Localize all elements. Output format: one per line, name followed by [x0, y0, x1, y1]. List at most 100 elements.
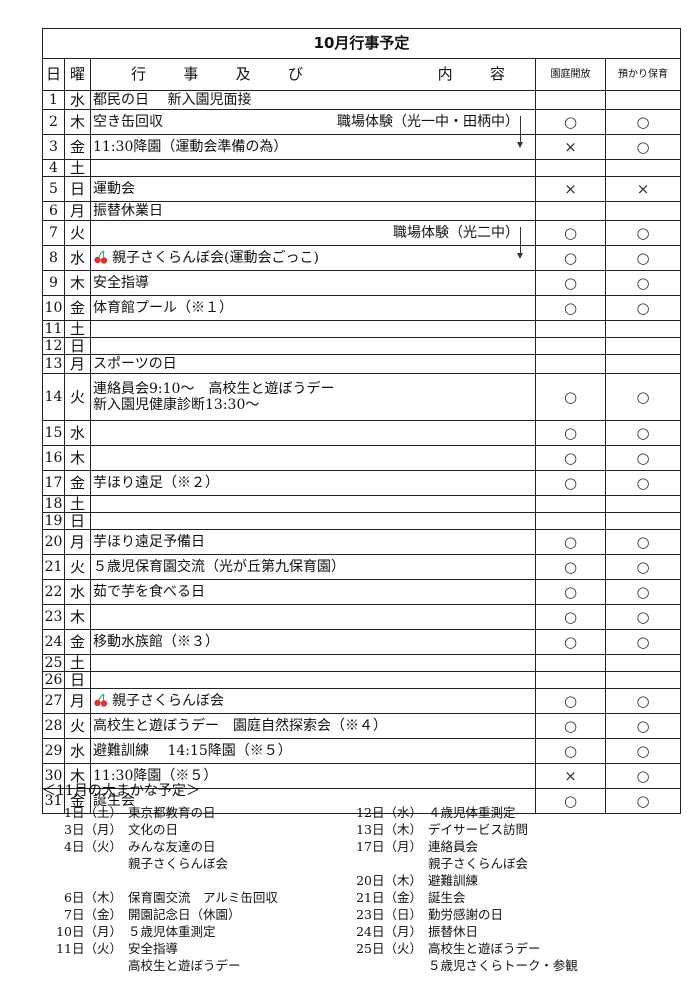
weekday-cell: 水: [64, 245, 91, 271]
garden-open-mark: ○: [535, 109, 606, 135]
day-cell: 14: [42, 373, 65, 421]
weekday-cell: 金: [64, 295, 91, 321]
content-cell: 芋ほり遠足（※２）: [90, 470, 536, 496]
content-cell: [90, 445, 536, 471]
garden-open-mark: ○: [535, 629, 606, 655]
november-date: [42, 872, 122, 889]
november-item: 親子さくらんぼ会: [42, 855, 278, 872]
childcare-mark: ○: [605, 373, 681, 421]
cherry-icon: [93, 693, 109, 707]
table-row: 1 水都民の日 新入園児面接: [42, 90, 681, 110]
weekday-cell: 日: [64, 671, 91, 689]
weekday-cell: 木: [64, 270, 91, 296]
content-cell: 避難訓練 14:15降園（※５）: [90, 738, 536, 764]
childcare-mark: [605, 337, 681, 355]
content-cell: [90, 320, 536, 338]
event-text: 11:30降園（運動会準備の為）: [93, 139, 288, 155]
november-item: [42, 872, 278, 889]
november-item: 20日（木） 避難訓練: [342, 872, 578, 889]
day-cell: 20: [42, 529, 65, 555]
weekday-cell: 日: [64, 512, 91, 530]
november-item: 10日（月） ５歳児体重測定: [42, 923, 278, 940]
garden-open-mark: [535, 201, 606, 221]
table-row: 11 土: [42, 320, 681, 338]
childcare-mark: [605, 654, 681, 672]
november-item: 24日（月） 振替休日: [342, 923, 578, 940]
november-event: 避難訓練: [428, 873, 479, 888]
content-cell: 体育館プール（※１）: [90, 295, 536, 321]
garden-open-mark: ×: [535, 763, 606, 789]
november-schedule: ＜11月の大まかな予定＞ 1日（土） 東京都教育の日 3日（月） 文化の日 4日（火） み…: [42, 782, 578, 973]
garden-open-mark: [535, 654, 606, 672]
childcare-mark: ○: [605, 579, 681, 605]
content-cell: 空き缶回収 職場体験（光一中・田柄中）: [90, 109, 536, 148]
childcare-mark: ○: [605, 604, 681, 630]
november-item: 1日（土） 東京都教育の日: [42, 804, 278, 821]
november-item: 21日（金） 誕生会: [342, 889, 578, 906]
weekday-cell: 土: [64, 654, 91, 672]
content-cell: [90, 512, 536, 530]
content-cell: 運動会: [90, 176, 536, 202]
day-cell: 16: [42, 445, 65, 471]
garden-open-mark: ○: [535, 445, 606, 471]
header-content-char: び: [287, 65, 303, 83]
november-event: 振替休日: [428, 924, 479, 939]
content-cell: 茹で芋を食べる日: [90, 579, 536, 605]
content-cell: [90, 654, 536, 672]
content-cell: [90, 671, 536, 689]
day-cell: 19: [42, 512, 65, 530]
table-row: 28 火高校生と遊ぼうデー 園庭自然探索会（※４） ○ ○: [42, 713, 681, 739]
november-event: 開園記念日（休園）: [128, 907, 241, 922]
content-cell: 11:30降園（運動会準備の為）: [90, 134, 536, 160]
weekday-cell: 火: [64, 713, 91, 739]
event-text: 親子さくらんぼ会(運動会ごっこ): [112, 250, 319, 266]
table-row: 29 水避難訓練 14:15降園（※５） ○ ○: [42, 738, 681, 764]
garden-open-mark: ○: [535, 738, 606, 764]
november-date: 10日（月）: [56, 924, 122, 939]
down-arrow-icon: [517, 116, 523, 148]
november-event: 誕生会: [428, 890, 466, 905]
table-row: 7 火 職場体験（光二中） ○ ○: [42, 220, 681, 259]
day-cell: 26: [42, 671, 65, 689]
childcare-mark: [605, 320, 681, 338]
childcare-mark: ○: [605, 763, 681, 789]
november-date: [42, 957, 122, 974]
november-item: 17日（月） 連絡員会: [342, 838, 578, 855]
weekday-cell: 木: [64, 109, 91, 135]
childcare-mark: [605, 671, 681, 689]
day-cell: 23: [42, 604, 65, 630]
table-row: 10 金体育館プール（※１） ○ ○: [42, 295, 681, 321]
weekday-cell: 木: [64, 763, 91, 789]
weekday-cell: 火: [64, 554, 91, 580]
event-text: 安全指導: [93, 275, 149, 291]
event-text: 都民の日 新入園児面接: [93, 92, 252, 108]
november-event: 親子さくらんぼ会: [428, 856, 529, 871]
day-cell: 10: [42, 295, 65, 321]
garden-open-mark: [535, 671, 606, 689]
childcare-mark: ○: [605, 688, 681, 714]
garden-open-mark: ○: [535, 579, 606, 605]
table-row: 8 水 親子さくらんぼ会(運動会ごっこ) ○ ○: [42, 245, 681, 271]
weekday-cell: 月: [64, 354, 91, 374]
garden-open-mark: ○: [535, 270, 606, 296]
november-event: 高校生と遊ぼうデー: [128, 958, 241, 973]
november-date: 1日（土）: [64, 805, 122, 820]
childcare-mark: ○: [605, 109, 681, 135]
weekday-cell: 火: [64, 220, 91, 246]
content-cell: 移動水族館（※３）: [90, 629, 536, 655]
event-text: 運動会: [93, 181, 135, 197]
november-event: 高校生と遊ぼうデー: [428, 941, 541, 956]
day-cell: 5: [42, 176, 65, 202]
header-day: 日: [42, 58, 65, 91]
weekday-cell: 月: [64, 201, 91, 221]
event-text: 避難訓練 14:15降園（※５）: [93, 743, 292, 759]
childcare-mark: ○: [605, 713, 681, 739]
content-cell: 振替休業日: [90, 201, 536, 221]
event-text: 芋ほり遠足（※２）: [93, 475, 219, 491]
november-item: 4日（火） みんな友達の日: [42, 838, 278, 855]
november-item: 高校生と遊ぼうデー: [42, 957, 278, 974]
november-item: 12日（水） ４歳児体重測定: [342, 804, 578, 821]
garden-open-mark: ○: [535, 688, 606, 714]
day-cell: 8: [42, 245, 65, 271]
